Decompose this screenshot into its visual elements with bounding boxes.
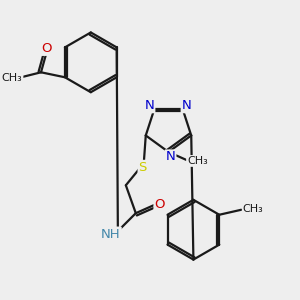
Text: CH₃: CH₃ [243, 204, 263, 214]
Text: S: S [139, 161, 147, 174]
Text: CH₃: CH₃ [187, 156, 208, 166]
Text: N: N [182, 99, 191, 112]
Text: CH₃: CH₃ [2, 73, 22, 83]
Text: N: N [166, 151, 176, 164]
Text: O: O [42, 42, 52, 55]
Text: NH: NH [101, 228, 121, 241]
Text: O: O [154, 198, 165, 211]
Text: N: N [145, 99, 154, 112]
